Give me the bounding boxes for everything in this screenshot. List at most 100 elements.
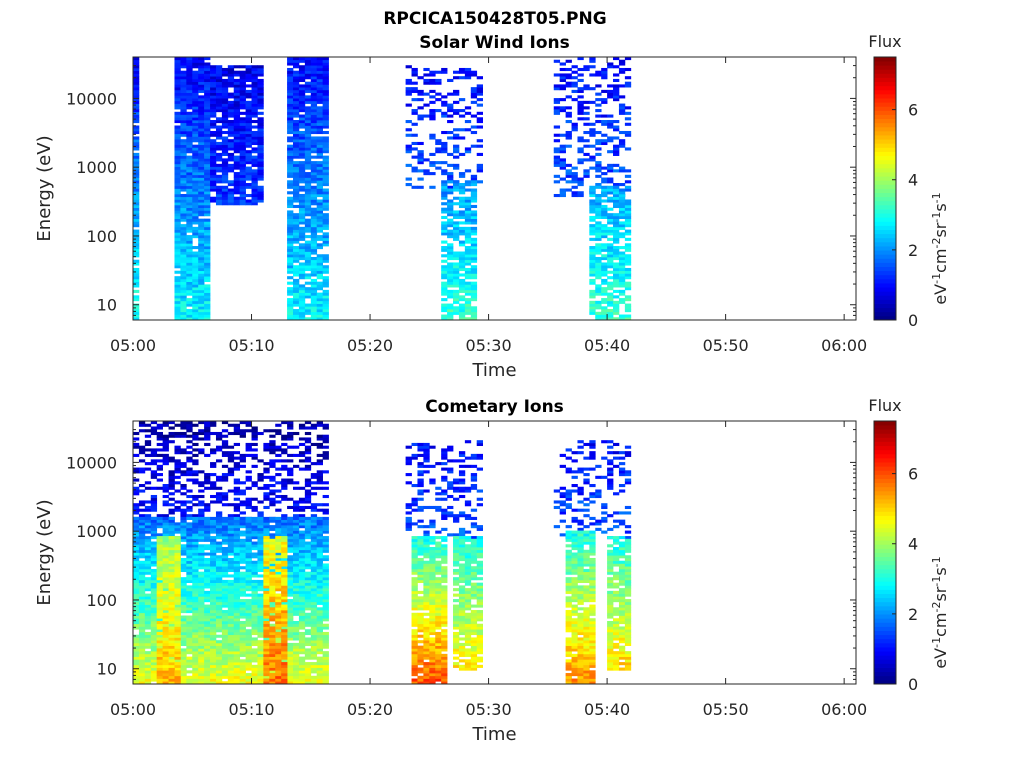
heatmap-cell — [180, 199, 187, 203]
heatmap-cell — [298, 136, 306, 140]
heatmap-cell — [293, 65, 300, 69]
heatmap-cell — [565, 67, 572, 72]
heatmap-cell — [263, 445, 270, 449]
heatmap-cell — [144, 525, 152, 529]
heatmap-cell — [180, 276, 187, 280]
heatmap-cell — [162, 459, 169, 463]
heatmap-cell — [174, 158, 181, 162]
heatmap-cell — [607, 196, 614, 200]
heatmap-cell — [624, 199, 632, 203]
heatmap-cell — [304, 276, 312, 280]
heatmap-cell — [192, 163, 199, 167]
heatmap-cell — [162, 456, 169, 460]
heatmap-cell — [298, 516, 306, 520]
heatmap-cell — [310, 84, 318, 88]
heatmap-cell — [470, 191, 478, 195]
heatmap-cell — [133, 180, 140, 184]
heatmap-cell — [251, 163, 258, 167]
heatmap-cell — [204, 659, 211, 663]
heatmap-cell — [269, 519, 276, 523]
heatmap-cell — [233, 103, 241, 107]
heatmap-cell — [310, 473, 318, 477]
heatmap-cell — [227, 634, 235, 638]
heatmap-cell — [441, 303, 448, 307]
heatmap-cell — [304, 117, 312, 121]
heatmap-cell — [192, 256, 199, 261]
heatmap-cell — [287, 653, 294, 657]
heatmap-cell — [144, 552, 152, 556]
heatmap-cell — [470, 306, 478, 310]
heatmap-cell — [476, 103, 483, 107]
heatmap-cell — [144, 673, 152, 677]
heatmap-cell — [221, 533, 229, 537]
heatmap-cell — [180, 640, 187, 644]
heatmap-cell — [287, 590, 294, 594]
colorbar-swatch — [874, 172, 896, 177]
heatmap-cell — [233, 147, 241, 151]
heatmap-cell — [162, 437, 169, 441]
heatmap-cell — [281, 557, 288, 562]
heatmap-cell — [316, 226, 323, 230]
heatmap-cell — [429, 89, 436, 93]
heatmap-cell — [144, 442, 152, 447]
heatmap-cell — [221, 555, 229, 559]
heatmap-cell — [133, 642, 140, 646]
heatmap-cell — [269, 464, 276, 468]
heatmap-cell — [251, 125, 258, 129]
heatmap-cell — [316, 442, 323, 447]
heatmap-cell — [133, 295, 140, 299]
colorbar-units-part: sr — [931, 222, 950, 237]
heatmap-cell — [293, 163, 300, 167]
heatmap-cell — [601, 122, 608, 126]
heatmap-cell — [287, 265, 294, 269]
heatmap-cell — [441, 100, 448, 104]
heatmap-cell — [624, 295, 632, 299]
heatmap-cell — [227, 579, 235, 583]
heatmap-cell — [251, 139, 258, 143]
heatmap-cell — [298, 215, 306, 219]
heatmap-cell — [559, 133, 566, 137]
heatmap-cell — [133, 590, 140, 594]
heatmap-cell — [251, 98, 258, 102]
heatmap-cell — [293, 525, 300, 529]
heatmap-cell — [464, 188, 472, 192]
heatmap-cell — [304, 456, 312, 460]
heatmap-cell — [304, 623, 312, 627]
heatmap-cell — [322, 84, 329, 88]
heatmap-cell — [133, 246, 140, 250]
heatmap-cell — [198, 588, 205, 592]
heatmap-cell — [316, 453, 323, 457]
heatmap-cell — [607, 314, 614, 318]
heatmap-cell — [476, 125, 483, 129]
heatmap-cell — [275, 445, 282, 449]
heatmap-cell — [453, 136, 460, 140]
heatmap-cell — [257, 626, 264, 630]
heatmap-cell — [287, 519, 294, 523]
heatmap-cell — [245, 89, 252, 93]
heatmap-cell — [133, 213, 140, 217]
heatmap-cell — [601, 281, 608, 285]
heatmap-cell — [138, 642, 146, 646]
heatmap-cell — [174, 76, 181, 80]
heatmap-cell — [304, 76, 312, 80]
heatmap-cell — [204, 582, 211, 586]
heatmap-cell — [133, 147, 140, 151]
heatmap-cell — [150, 599, 158, 603]
heatmap-cell — [316, 98, 323, 102]
heatmap-cell — [198, 62, 205, 66]
heatmap-cell — [470, 248, 478, 252]
heatmap-cell — [322, 87, 329, 91]
heatmap-cell — [174, 193, 181, 198]
heatmap-cell — [192, 623, 199, 627]
heatmap-cell — [227, 612, 235, 616]
heatmap-cell — [174, 199, 181, 203]
colorbar-swatch — [874, 73, 896, 78]
heatmap-cell — [293, 453, 300, 457]
heatmap-cell — [133, 653, 140, 657]
heatmap-cell — [607, 292, 614, 296]
heatmap-cell — [429, 161, 436, 165]
heatmap-cell — [287, 76, 294, 80]
heatmap-cell — [198, 98, 205, 102]
heatmap-cell — [601, 70, 608, 74]
heatmap-cell — [174, 604, 181, 608]
